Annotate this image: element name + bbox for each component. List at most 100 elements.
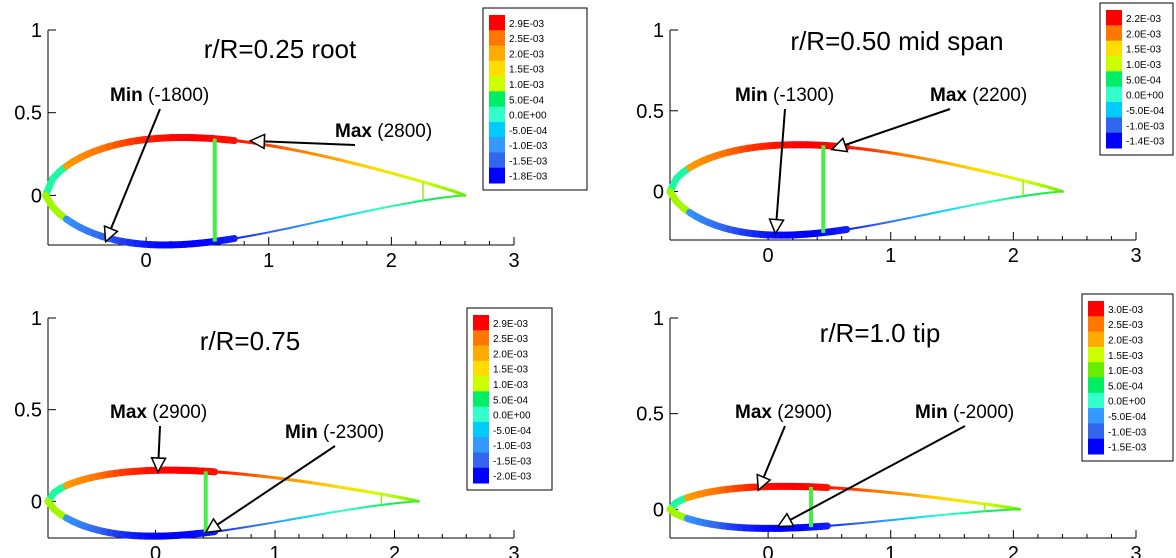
annotation-min: Min (-1800) <box>110 85 209 106</box>
legend-swatch <box>1088 408 1104 424</box>
y-tick-label: 0.5 <box>14 400 42 422</box>
annotation-value: (-2000) <box>953 402 1014 423</box>
airfoil-lower-segment <box>996 198 1005 202</box>
airfoil-lower-segment <box>317 219 327 223</box>
legend-swatch <box>489 30 505 47</box>
legend-label: 2.0E-03 <box>509 49 544 60</box>
legend-label: 0.0E+00 <box>509 111 547 122</box>
chart-panel-1: 0 1 2 3 1 0.5 0 r/R=0.25 root Min (-1800) Max (28… <box>14 7 588 272</box>
chart-panel-4: 0 1 2 3 1 0.5 0 r/R=1.0 tip Max (2900) Min (-2000… <box>636 293 1174 558</box>
airfoil-lower-segment <box>408 200 418 204</box>
annotation-arrow-head <box>248 133 266 150</box>
airfoil-lower-segment <box>845 227 855 231</box>
annotation-arrow-shaft <box>216 445 336 526</box>
airfoil-lower-segment <box>865 224 874 228</box>
annotation-arrow-head <box>103 224 119 244</box>
airfoil-lower-segment <box>442 195 452 199</box>
legend-swatch <box>489 91 505 108</box>
legend-label: -1.0E-03 <box>1108 427 1147 438</box>
annotation-arrow-head <box>756 473 772 492</box>
airfoil-lower-segment <box>392 501 401 505</box>
annotation-arrow-shaft <box>110 108 161 230</box>
airfoil-lower-segment <box>281 518 290 522</box>
annotation-value: (2900) <box>777 402 832 423</box>
legend-swatch <box>1106 10 1122 26</box>
airfoil-lower-segment <box>405 500 414 504</box>
airfoil-lower-segment <box>296 223 306 228</box>
airfoil-lower-segment <box>232 527 241 531</box>
color-legend: 2.9E-03 2.5E-03 2.0E-03 1.5E-03 1.0E-03 5.0E-… <box>466 307 553 491</box>
legend-label: 1.0E-03 <box>1126 60 1161 71</box>
airfoil-lower-segment <box>310 220 320 225</box>
legend-label: -1.8E-03 <box>509 172 548 183</box>
chart-title: r/R=0.50 mid span <box>790 26 1003 56</box>
airfoil-lower-segment <box>891 219 900 223</box>
legend-swatch <box>473 391 489 408</box>
legend-label: -5.0E-04 <box>1108 412 1147 423</box>
airfoil-lower-segment <box>1009 196 1018 200</box>
x-tick-label: 3 <box>1130 245 1141 267</box>
airfoil-lower-segment <box>884 220 894 224</box>
airfoil-lower-segment <box>836 225 851 234</box>
airfoil-lower-segment <box>982 200 992 204</box>
annotation-min: Min (-1300) <box>735 85 834 106</box>
airfoil-lower-segment <box>238 526 247 530</box>
legend-label: 2.0E-03 <box>1126 29 1161 40</box>
airfoil-lower-segment <box>380 205 390 210</box>
airfoil-lower-segment <box>293 516 303 520</box>
legend-swatch <box>489 45 505 62</box>
annotation-max: Max (2900) <box>110 402 207 423</box>
x-tick-label: 2 <box>1008 245 1019 267</box>
airfoil-lower-segment <box>398 501 408 504</box>
annotation-arrow-shaft <box>157 425 161 459</box>
airfoil-lower-segment <box>250 524 259 528</box>
legend-swatch <box>1106 102 1122 118</box>
airfoil-lower-segment <box>1041 191 1051 195</box>
legend-swatch <box>489 152 505 169</box>
airfoil-lower-segment <box>1015 195 1025 199</box>
x-tick-label: 0 <box>763 245 774 267</box>
y-tick-label: 1 <box>653 20 664 42</box>
legend-swatch <box>1088 362 1104 378</box>
airfoil-lower-segment <box>247 233 257 238</box>
legend-label: 2.5E-03 <box>1108 320 1143 331</box>
legend-label: 5.0E-04 <box>1108 381 1143 392</box>
annotation-bold: Max <box>735 402 777 423</box>
airfoil-lower-segment <box>910 215 920 219</box>
legend-swatch <box>489 60 505 77</box>
legend-label: 0.0E+00 <box>493 411 531 422</box>
legend-label: 3.0E-03 <box>1108 305 1143 316</box>
airfoil-lower-segment <box>969 203 979 207</box>
airfoil-lower-segment <box>401 201 411 206</box>
legend-label: 2.5E-03 <box>493 334 528 345</box>
legend-label: 5.0E-04 <box>509 95 544 106</box>
annotation-bold: Max <box>110 402 152 423</box>
annotation-arrow-head <box>204 517 223 534</box>
airfoil-lower-segment <box>268 229 278 234</box>
legend-label: -5.0E-04 <box>509 126 548 137</box>
airfoil-lower-segment <box>226 528 235 531</box>
legend-label: 0.0E+00 <box>1108 397 1146 408</box>
legend-swatch <box>473 330 489 347</box>
airfoil-lower-segment <box>858 225 868 229</box>
chart-title: r/R=0.25 root <box>204 34 357 64</box>
x-tick-label: 0 <box>150 543 161 558</box>
annotation-arrow-head <box>830 136 849 153</box>
legend-swatch <box>489 76 505 92</box>
airfoil-lower-segment <box>233 236 243 240</box>
annotation-max: Max (2200) <box>930 85 1027 106</box>
airfoil-lower-segment <box>275 519 284 524</box>
annotation-arrow-head <box>776 512 795 528</box>
legend-label: -5.0E-04 <box>1126 106 1165 117</box>
airfoil-lower-segment <box>950 207 959 211</box>
legend-swatch <box>489 167 505 184</box>
annotation-arrow-shaft <box>789 425 966 521</box>
legend-label: 2.9E-03 <box>509 19 544 30</box>
legend-swatch <box>1088 438 1104 455</box>
legend-swatch <box>1106 132 1122 149</box>
y-tick-label: 1 <box>31 20 42 42</box>
airfoil-lower-segment <box>435 196 445 200</box>
y-tick-label: 0.5 <box>636 101 664 123</box>
legend-swatch <box>473 345 489 362</box>
x-tick-label: 1 <box>263 250 274 272</box>
